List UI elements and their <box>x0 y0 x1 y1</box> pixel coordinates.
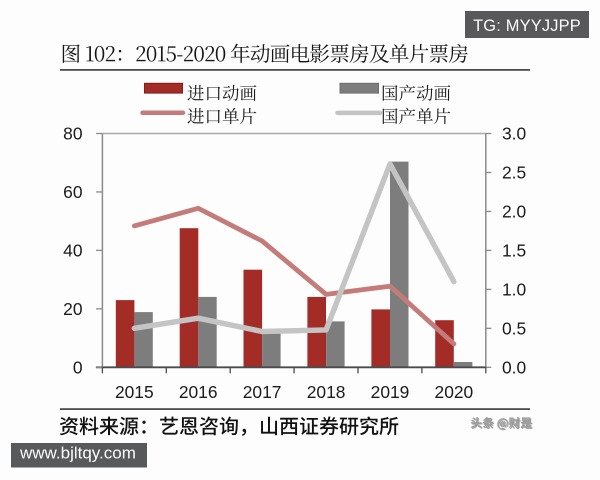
svg-text:2020: 2020 <box>435 382 474 402</box>
svg-text:20: 20 <box>63 299 82 319</box>
svg-text:2.5: 2.5 <box>502 163 526 183</box>
svg-text:0: 0 <box>73 357 83 377</box>
svg-text:2.0: 2.0 <box>502 202 526 222</box>
svg-text:3.0: 3.0 <box>502 124 526 144</box>
svg-text:60: 60 <box>63 182 82 202</box>
svg-text:0.5: 0.5 <box>502 318 526 338</box>
svg-text:2017: 2017 <box>243 382 282 402</box>
svg-text:40: 40 <box>63 241 82 261</box>
svg-text:2015: 2015 <box>115 382 154 402</box>
svg-text:1.0: 1.0 <box>502 280 526 300</box>
svg-text:1.5: 1.5 <box>502 241 526 261</box>
svg-text:www.bjltqy.com: www.bjltqy.com <box>19 444 136 463</box>
svg-text:80: 80 <box>63 124 82 144</box>
svg-text:TG: MYYJJPP: TG: MYYJJPP <box>473 17 581 35</box>
svg-text:2018: 2018 <box>307 382 346 402</box>
svg-text:2016: 2016 <box>179 382 218 402</box>
svg-text:0.0: 0.0 <box>502 357 526 377</box>
svg-text:2019: 2019 <box>371 382 410 402</box>
